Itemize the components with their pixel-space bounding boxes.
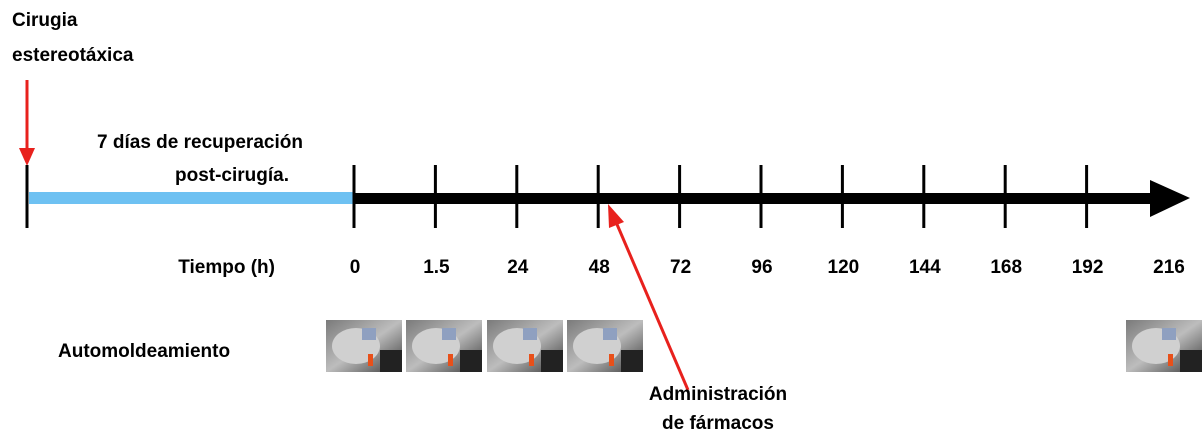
tick-label: 24 — [507, 257, 529, 278]
session-photo — [1126, 320, 1202, 372]
tick-label: 1.5 — [423, 257, 450, 278]
session-label: Automoldeamiento — [58, 341, 230, 362]
drug-label: de fármacos — [662, 413, 774, 434]
tick-label: 168 — [990, 257, 1022, 278]
tick-label: 120 — [828, 257, 860, 278]
surgery-arrowhead — [19, 148, 35, 166]
session-photo — [326, 320, 402, 372]
tick-label: 96 — [751, 257, 772, 278]
time-axis — [353, 193, 1153, 204]
session-photo — [487, 320, 563, 372]
recovery-bar — [29, 192, 353, 204]
axis-arrowhead — [1150, 180, 1190, 217]
recovery-label: post-cirugía. — [175, 165, 289, 186]
tick-group: 0 1.5 24 48 72 96 120 144 168 192 216 — [350, 165, 1185, 278]
axis-title: Tiempo (h) — [178, 257, 275, 278]
tick-label: 48 — [589, 257, 610, 278]
tick-label: 0 — [350, 257, 361, 278]
tick-label: 144 — [909, 257, 941, 278]
tick-label: 216 — [1153, 257, 1185, 278]
tick-label: 72 — [670, 257, 691, 278]
surgery-label: Cirugia — [12, 10, 78, 31]
recovery-label: 7 días de recuperación — [97, 132, 303, 153]
drug-arrowhead — [608, 204, 624, 228]
drug-label: Administración — [649, 384, 787, 405]
session-photo — [567, 320, 643, 372]
session-photo — [406, 320, 482, 372]
surgery-label: estereotáxica — [12, 45, 134, 66]
timeline-diagram: Cirugia estereotáxica 7 días de recupera… — [0, 0, 1204, 434]
tick-label: 192 — [1072, 257, 1104, 278]
